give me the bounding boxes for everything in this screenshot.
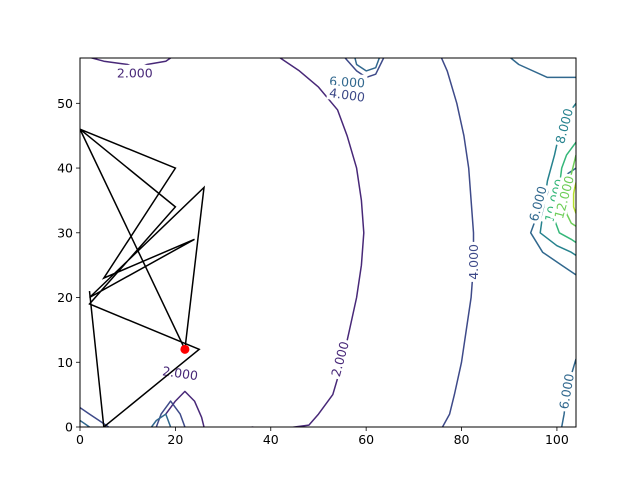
red-marker-point [180,344,190,354]
contour-label-bg [159,362,202,384]
contour-label-text: 6.000 [556,372,577,410]
y-tick-label: 20 [57,290,73,305]
contour-label-bg [326,337,352,381]
contour-line-6-000-9 [80,419,90,427]
contour-label-bg [550,172,577,222]
contour-label-2: 4.000 [326,84,369,105]
contour-label-text: 2.000 [117,65,153,80]
contour-line-6-000-8 [509,58,576,79]
y-tick-label: 40 [57,161,73,176]
contour-label-text: 4.000 [328,85,366,105]
contour-label-bg [114,64,155,80]
contour-label-0: 2.000 [114,64,155,80]
x-tick-label: 20 [167,432,183,447]
marker-layer [180,344,190,354]
x-tick-label: 40 [263,432,279,447]
contour-label-bg [524,182,550,225]
contour-label-bg [555,370,577,413]
contour-label-text: 2.000 [161,363,199,383]
contour-line-6-000-10 [150,413,172,427]
contour-label-text: 4.000 [466,244,481,280]
contour-label-bg [551,104,577,148]
contour-line-6-000-7 [354,58,381,72]
x-tick-label: 0 [76,432,84,447]
contour-label-9: 2.000 [159,362,202,384]
y-tick-label: 50 [57,96,73,111]
x-tick-label: 60 [358,432,374,447]
contour-line-2-000-1 [251,58,365,427]
y-tick-label: 30 [57,225,73,240]
contour-label-bg [326,84,369,105]
plot-frame [79,57,577,428]
x-tick-label: 80 [454,432,470,447]
x-tick-label: 100 [545,432,569,447]
contour-line-2-000-2 [165,390,205,427]
contour-labels: 2.0006.0004.0008.0006.00010.00012.0004.0… [114,64,577,413]
contour-label-10: 6.000 [555,370,577,413]
y-axis: 0 10 20 30 40 50 [57,96,80,435]
contour-line-14-000-16 [572,180,576,214]
x-axis: 0 20 40 60 80 100 [76,427,569,447]
contour-label-bg [465,241,481,282]
contour-label-7: 4.000 [465,241,481,282]
y-tick-label: 0 [65,420,73,435]
y-tick-label: 10 [57,355,73,370]
